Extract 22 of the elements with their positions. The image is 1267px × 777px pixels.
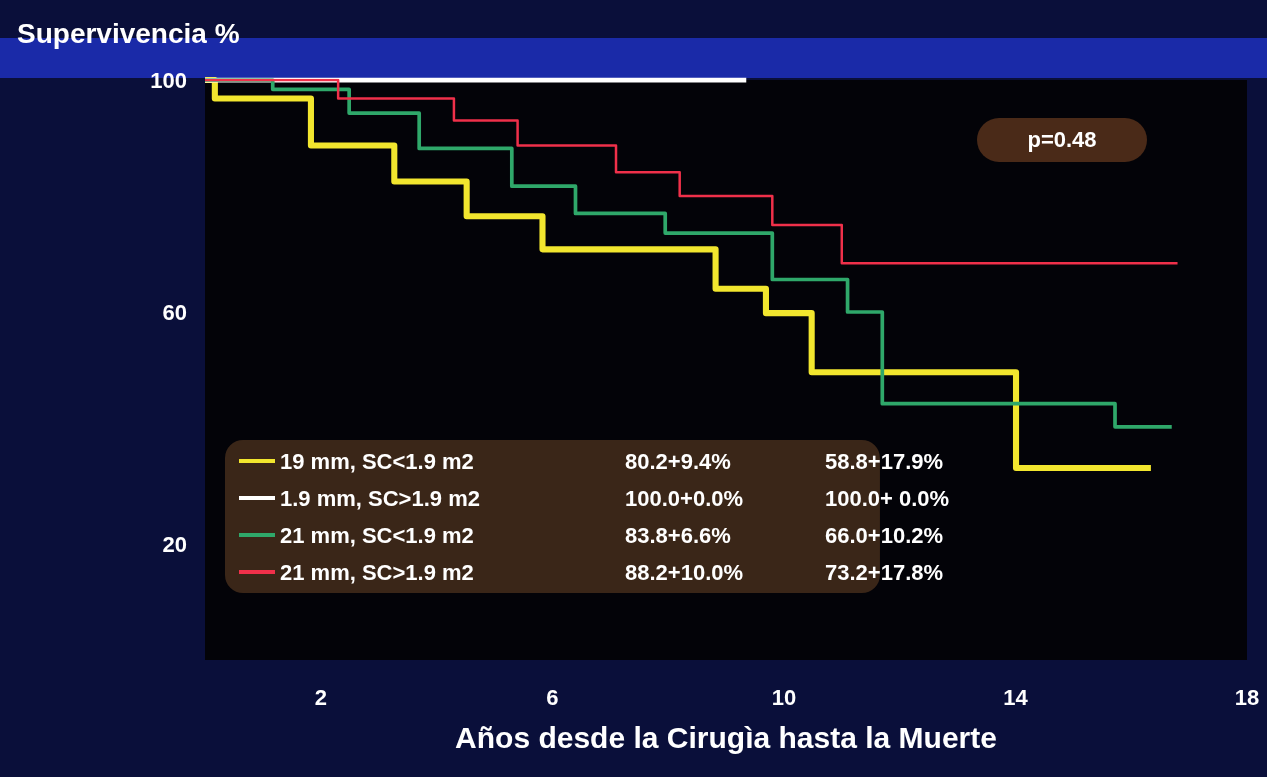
x-tick-label: 14 bbox=[1003, 684, 1029, 710]
annotation: 83.8+6.6% bbox=[625, 522, 731, 548]
legend-label: 19 mm, SC<1.9 m2 bbox=[280, 448, 474, 474]
annotation: 66.0+10.2% bbox=[825, 522, 944, 548]
annotation: 58.8+17.9% bbox=[825, 448, 944, 474]
y-tick-label: 100 bbox=[150, 67, 187, 93]
annotation: 100.0+ 0.0% bbox=[825, 485, 950, 511]
annotation: 100.0+0.0% bbox=[625, 485, 744, 511]
y-tick-label: 60 bbox=[162, 299, 187, 325]
annotation: 73.2+17.8% bbox=[825, 559, 944, 585]
annotation: 80.2+9.4% bbox=[625, 448, 731, 474]
annotation: 88.2+10.0% bbox=[625, 559, 744, 585]
y-tick-label: 20 bbox=[162, 531, 187, 557]
chart-title: Supervivencia % bbox=[17, 17, 240, 49]
legend-label: 21 mm, SC>1.9 m2 bbox=[280, 559, 474, 585]
legend-label: 21 mm, SC<1.9 m2 bbox=[280, 522, 474, 548]
x-tick-label: 10 bbox=[771, 684, 797, 710]
x-tick-label: 6 bbox=[546, 684, 559, 710]
legend-label: 1.9 mm, SC>1.9 m2 bbox=[280, 485, 480, 511]
x-axis-title: Años desde la Cirugìa hasta la Muerte bbox=[455, 720, 997, 754]
x-tick-label: 18 bbox=[1234, 684, 1260, 710]
x-tick-label: 2 bbox=[314, 684, 327, 710]
